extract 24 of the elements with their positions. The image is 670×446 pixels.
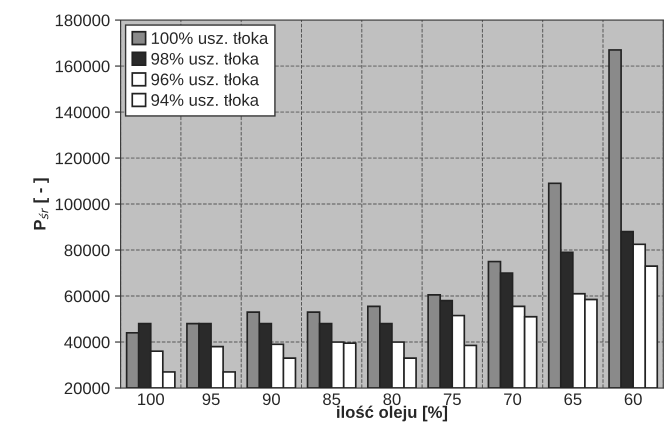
x-tick-label: 60 [624,393,642,406]
y-tick-label: 60000 [64,290,110,302]
legend-label: 100% usz. tłoka [152,32,268,44]
x-tick-label: 90 [262,393,280,406]
y-tick-label: 180000 [56,14,110,26]
x-tick-label: 85 [323,393,340,406]
legend-label: 94% usz. tłoka [151,94,259,106]
x-tick-label: 70 [504,393,522,406]
x-tick-label: 75 [444,393,461,406]
y-tick-label: 20000 [64,382,110,394]
x-tick-label: 100 [138,393,164,406]
y-tick-label: 120000 [56,152,110,164]
x-tick-label: 80 [383,393,401,406]
legend-label: 98% usz. tłoka [151,52,259,65]
y-tick-label: 80000 [64,244,110,256]
x-tick-label: 95 [202,393,220,406]
y-tick-label: 40000 [64,336,110,348]
y-tick-label: 160000 [56,60,110,72]
y-tick-label: 100000 [56,198,110,210]
y-tick-label: 140000 [56,106,110,118]
x-tick-label: 65 [564,393,582,406]
legend-label: 96% usz. tłoka [151,73,259,86]
x-axis-title: ilość oleju [%] [337,406,448,422]
y-axis-title: P$_{śr}$ [ - ] [33,178,49,230]
